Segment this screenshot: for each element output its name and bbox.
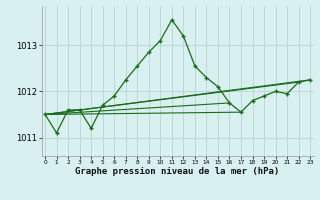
X-axis label: Graphe pression niveau de la mer (hPa): Graphe pression niveau de la mer (hPa)	[76, 167, 280, 176]
